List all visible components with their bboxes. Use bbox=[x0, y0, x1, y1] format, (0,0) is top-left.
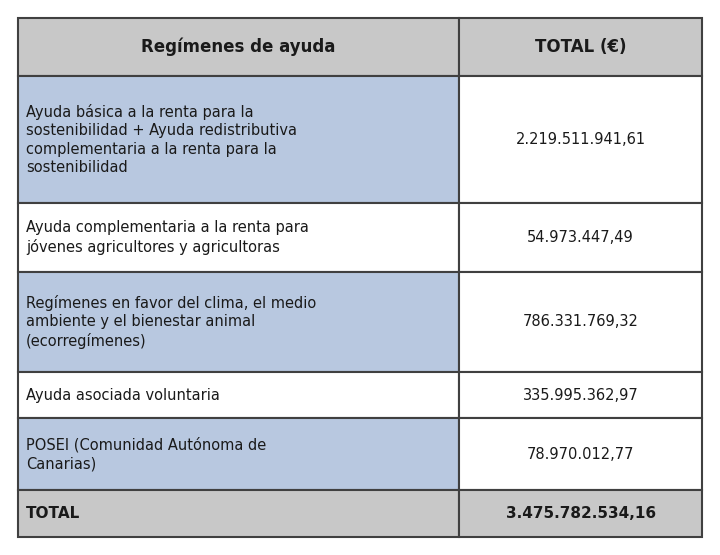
Text: 78.970.012,77: 78.970.012,77 bbox=[527, 447, 634, 462]
Text: 786.331.769,32: 786.331.769,32 bbox=[523, 314, 639, 329]
Bar bbox=[18, 372, 459, 418]
Text: POSEI (Comunidad Autónoma de
Canarias): POSEI (Comunidad Autónoma de Canarias) bbox=[26, 437, 266, 471]
Bar bbox=[459, 75, 702, 203]
Text: Regímenes de ayuda: Regímenes de ayuda bbox=[141, 38, 336, 56]
Bar bbox=[459, 491, 702, 537]
Text: 3.475.782.534,16: 3.475.782.534,16 bbox=[505, 506, 656, 521]
Bar bbox=[18, 418, 459, 491]
Bar bbox=[18, 75, 459, 203]
Text: Regímenes en favor del clima, el medio
ambiente y el bienestar animal
(ecorregím: Regímenes en favor del clima, el medio a… bbox=[26, 295, 316, 349]
Bar bbox=[459, 203, 702, 272]
Text: 335.995.362,97: 335.995.362,97 bbox=[523, 387, 639, 402]
Text: Ayuda básica a la renta para la
sostenibilidad + Ayuda redistributiva
complement: Ayuda básica a la renta para la sostenib… bbox=[26, 104, 297, 175]
Text: 54.973.447,49: 54.973.447,49 bbox=[527, 230, 634, 245]
Bar bbox=[18, 203, 459, 272]
Text: Ayuda asociada voluntaria: Ayuda asociada voluntaria bbox=[26, 387, 220, 402]
Bar bbox=[459, 418, 702, 491]
Bar bbox=[18, 491, 459, 537]
Bar bbox=[18, 272, 459, 372]
Bar bbox=[459, 18, 702, 75]
Text: TOTAL (€): TOTAL (€) bbox=[535, 38, 626, 56]
Bar bbox=[18, 18, 459, 75]
Text: TOTAL: TOTAL bbox=[26, 506, 80, 521]
Text: 2.219.511.941,61: 2.219.511.941,61 bbox=[516, 132, 646, 147]
Text: Ayuda complementaria a la renta para
jóvenes agricultores y agricultoras: Ayuda complementaria a la renta para jóv… bbox=[26, 220, 309, 255]
Bar bbox=[459, 272, 702, 372]
Bar bbox=[459, 372, 702, 418]
